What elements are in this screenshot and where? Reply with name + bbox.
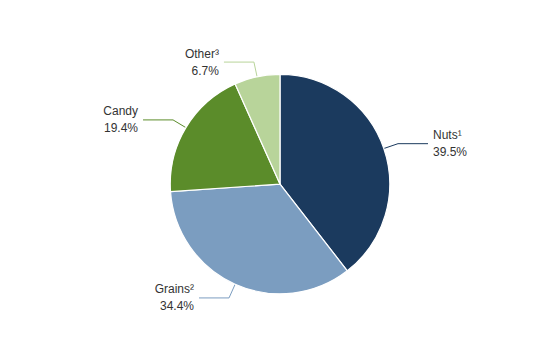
svg-text:Nuts¹: Nuts¹ — [433, 128, 462, 142]
svg-text:Other³: Other³ — [185, 47, 219, 61]
svg-text:Candy: Candy — [103, 104, 138, 118]
svg-text:39.5%: 39.5% — [433, 145, 467, 159]
svg-text:34.4%: 34.4% — [160, 299, 194, 313]
svg-text:6.7%: 6.7% — [192, 64, 220, 78]
svg-text:Grains²: Grains² — [155, 282, 194, 296]
svg-text:19.4%: 19.4% — [104, 121, 138, 135]
